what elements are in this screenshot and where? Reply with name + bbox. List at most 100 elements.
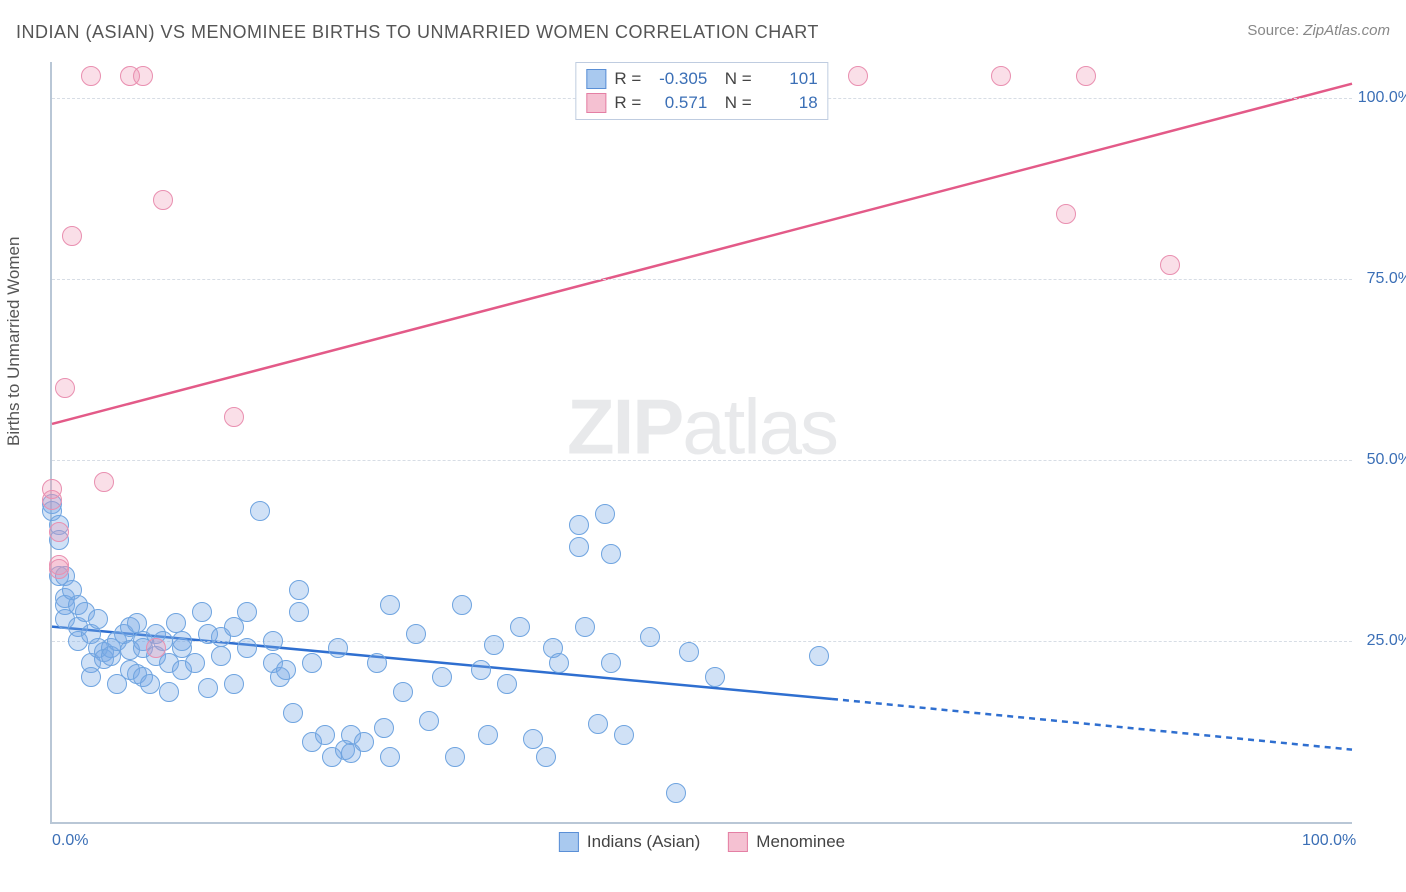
point-indians [302,653,322,673]
correlation-legend: R = -0.305 N = 101 R = 0.571 N = 18 [575,62,828,120]
legend-item-0: Indians (Asian) [559,832,700,852]
y-tick-label: 100.0% [1358,89,1406,107]
point-menominee [1160,255,1180,275]
legend-row-series-0: R = -0.305 N = 101 [586,67,817,91]
y-axis-title: Births to Unmarried Women [4,237,24,446]
point-indians [510,617,530,637]
point-indians [354,732,374,752]
source-value: ZipAtlas.com [1303,22,1390,39]
legend-bottom-label-1: Menominee [756,832,845,852]
point-indians [471,660,491,680]
point-indians [523,729,543,749]
point-indians [549,653,569,673]
legend-item-1: Menominee [728,832,845,852]
point-indians [328,638,348,658]
point-indians [595,504,615,524]
legend-n-value-0: 101 [760,69,818,89]
point-indians [374,718,394,738]
point-indians [224,674,244,694]
point-indians [588,714,608,734]
legend-n-value-1: 18 [760,93,818,113]
x-tick-label: 100.0% [1302,832,1356,850]
point-menominee [62,226,82,246]
point-indians [705,667,725,687]
legend-n-label: N = [715,69,751,89]
source-label: Source: [1247,22,1299,39]
point-indians [393,682,413,702]
point-indians [159,682,179,702]
point-indians [211,646,231,666]
point-menominee [224,407,244,427]
point-indians [367,653,387,673]
point-menominee [1076,66,1096,86]
point-indians [601,544,621,564]
chart-title: INDIAN (ASIAN) VS MENOMINEE BIRTHS TO UN… [16,22,819,42]
scatter-plot: ZIPatlas R = -0.305 N = 101 R = 0.571 N … [50,62,1352,824]
point-indians [250,501,270,521]
legend-r-value-1: 0.571 [649,93,707,113]
series-legend: Indians (Asian) Menominee [559,832,845,852]
legend-swatch-0 [586,69,606,89]
point-indians [289,580,309,600]
point-menominee [146,638,166,658]
point-menominee [848,66,868,86]
point-indians [445,747,465,767]
point-indians [484,635,504,655]
point-indians [432,667,452,687]
legend-row-series-1: R = 0.571 N = 18 [586,91,817,115]
y-tick-label: 25.0% [1367,632,1406,650]
gridline [52,460,1352,461]
point-indians [569,537,589,557]
point-indians [601,653,621,673]
legend-r-label: R = [614,93,641,113]
point-indians [192,602,212,622]
point-indians [198,678,218,698]
point-menominee [94,472,114,492]
point-indians [166,613,186,633]
point-indians [263,631,283,651]
point-menominee [81,66,101,86]
watermark: ZIPatlas [567,381,837,472]
point-indians [81,667,101,687]
point-indians [575,617,595,637]
legend-swatch-1 [586,93,606,113]
x-tick-label: 0.0% [52,832,88,850]
point-indians [406,624,426,644]
point-indians [237,638,257,658]
trend-lines-svg [52,62,1352,822]
point-indians [569,515,589,535]
legend-bottom-swatch-0 [559,832,579,852]
trend-line [52,84,1352,424]
point-indians [419,711,439,731]
point-indians [536,747,556,767]
point-indians [127,613,147,633]
point-indians [315,725,335,745]
legend-bottom-label-0: Indians (Asian) [587,832,700,852]
y-tick-label: 50.0% [1367,451,1406,469]
point-indians [679,642,699,662]
point-indians [140,674,160,694]
point-indians [237,602,257,622]
point-indians [809,646,829,666]
point-menominee [42,490,62,510]
point-indians [380,747,400,767]
legend-n-label: N = [715,93,751,113]
point-indians [283,703,303,723]
point-menominee [1056,204,1076,224]
point-indians [276,660,296,680]
point-indians [666,783,686,803]
legend-r-label: R = [614,69,641,89]
point-menominee [153,190,173,210]
point-indians [289,602,309,622]
point-menominee [55,378,75,398]
point-indians [88,609,108,629]
point-indians [380,595,400,615]
point-indians [614,725,634,745]
point-indians [497,674,517,694]
point-indians [185,653,205,673]
legend-r-value-0: -0.305 [649,69,707,89]
point-indians [640,627,660,647]
point-menominee [133,66,153,86]
y-tick-label: 75.0% [1367,270,1406,288]
point-menominee [49,522,69,542]
